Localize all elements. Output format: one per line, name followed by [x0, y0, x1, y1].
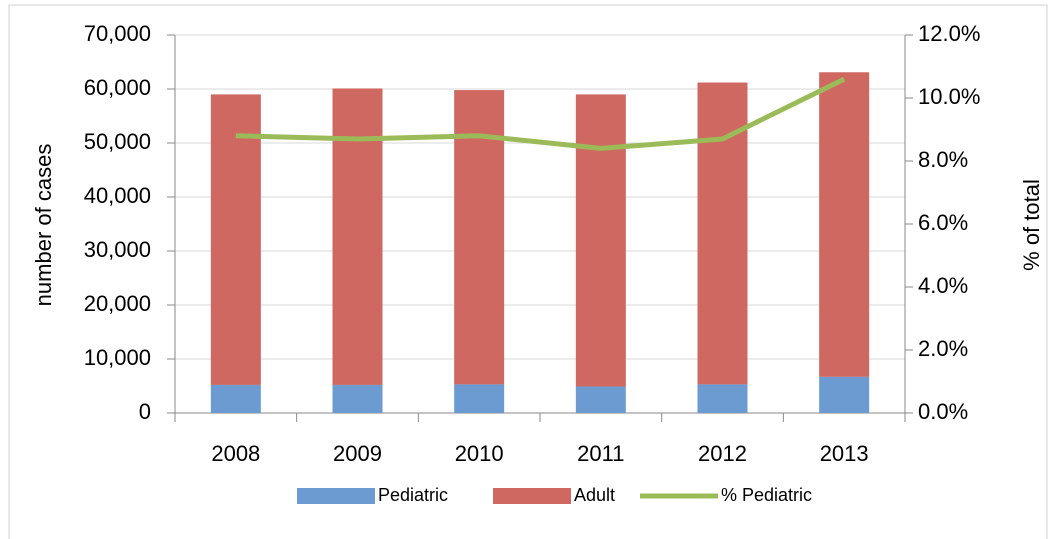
legend-swatch: [493, 488, 571, 504]
y2-tick-label: 8.0%: [918, 147, 968, 172]
bar-segment: [575, 94, 626, 387]
bar-segment: [454, 384, 505, 413]
bar-segment: [697, 384, 748, 413]
y2-tick-label: 4.0%: [918, 273, 968, 298]
line-series: [235, 76, 846, 151]
y-tick-label: 10,000: [84, 345, 151, 370]
y2-tick-label: 10.0%: [918, 84, 980, 109]
x-tick-label: 2013: [820, 441, 869, 466]
legend-label: Adult: [574, 485, 615, 505]
legend-swatch: [297, 488, 375, 504]
legend-label: Pediatric: [378, 485, 448, 505]
y-tick-label: 20,000: [84, 291, 151, 316]
x-tick-label: 2011: [577, 441, 624, 466]
bar-segment: [210, 384, 261, 413]
y-tick-label: 60,000: [84, 75, 151, 100]
y-axis-title: number of cases: [31, 144, 56, 307]
bar-segment: [819, 72, 870, 377]
y2-tick-label: 2.0%: [918, 336, 968, 361]
legend-label: % Pediatric: [721, 485, 812, 505]
chart-border: [8, 4, 1048, 539]
y2-axis-title: % of total: [1019, 179, 1044, 271]
x-tick-label: 2009: [333, 441, 382, 466]
bar-segment: [332, 88, 383, 385]
x-tick-label: 2010: [455, 441, 504, 466]
bar-segment: [332, 384, 383, 413]
y-tick-label: 30,000: [84, 237, 151, 262]
x-tick-label: 2008: [211, 441, 260, 466]
y-tick-label: 0: [139, 399, 151, 424]
y2-tick-label: 0.0%: [918, 399, 968, 424]
bar-segment: [210, 94, 261, 385]
y-tick-label: 50,000: [84, 129, 151, 154]
bar-segment: [575, 386, 626, 413]
y-tick-label: 70,000: [84, 21, 151, 46]
y2-tick-label: 6.0%: [918, 210, 968, 235]
bar-segment: [819, 376, 870, 413]
x-tick-label: 2012: [698, 441, 747, 466]
y2-tick-label: 12.0%: [918, 21, 980, 46]
y-tick-label: 40,000: [84, 183, 151, 208]
